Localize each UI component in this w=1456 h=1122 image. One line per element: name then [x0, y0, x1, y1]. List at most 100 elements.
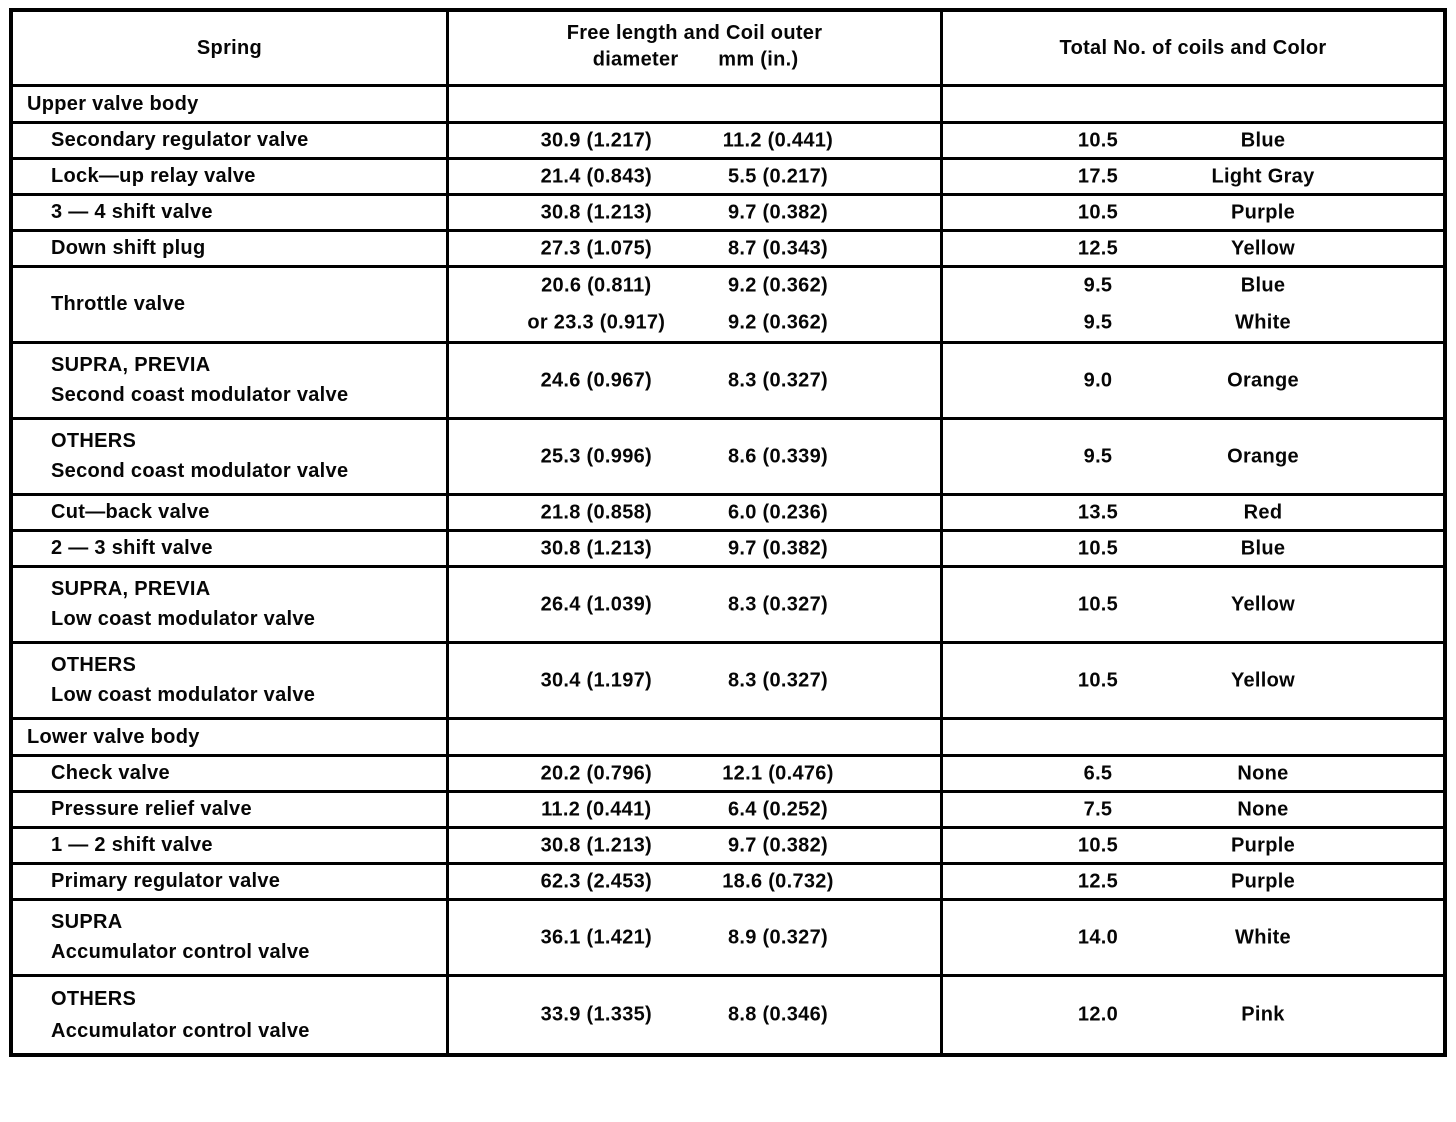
measurement-line: 30.8 (1.213) 9.7 (0.382): [449, 196, 940, 229]
coils-color-line: 6.5 None: [943, 757, 1443, 790]
free-length-diameter-cell: [449, 720, 943, 754]
coil-diameter-value: 8.8 (0.346): [727, 1003, 828, 1026]
coils-color-cell: 9.0 Orange: [943, 344, 1443, 417]
coil-count-value: 6.5: [1083, 762, 1113, 784]
table-row: SUPRA, PREVIA Second coast modulator valv…: [13, 344, 1443, 420]
measurement-line: 20.6 (0.811) 9.2 (0.362): [449, 268, 940, 305]
spring-cell: OTHERS Accumulator control valve: [13, 977, 449, 1053]
spring-name: 3 — 4 shift valve: [51, 201, 213, 223]
free-length-value: 26.4 (1.039): [540, 593, 653, 615]
table-row: OTHERS Second coast modulator valve 25.3 (…: [13, 420, 1443, 496]
spring-cell: Primary regulator valve: [13, 865, 449, 898]
coils-color-line: 10.5 Blue: [943, 532, 1443, 565]
column-header-free-length-line2: diameter mm (in.): [449, 45, 940, 75]
free-length-value: 30.4 (1.197): [540, 669, 653, 691]
section-label: Upper valve body: [27, 92, 199, 115]
free-length-diameter-cell: 20.6 (0.811) 9.2 (0.362) or 23.3 (0.917) 9.…: [449, 268, 943, 341]
measurement-line: 11.2 (0.441) 6.4 (0.252): [449, 793, 940, 826]
free-length-value: 62.3 (2.453): [540, 870, 653, 892]
coils-color-line: 12.0 Pink: [943, 977, 1443, 1053]
table-row: Primary regulator valve 62.3 (2.453) 18.6 …: [13, 865, 1443, 901]
coil-diameter-value: 9.7 (0.382): [727, 834, 828, 856]
coil-diameter-value: 18.6 (0.732): [722, 870, 834, 892]
free-length-value: 20.2 (0.796): [540, 762, 653, 784]
measurement-line: 21.8 (0.858) 6.0 (0.236): [449, 496, 940, 529]
coil-diameter-value: 12.1 (0.476): [722, 762, 834, 784]
spring-name: Cut—back valve: [51, 501, 210, 523]
free-length-diameter-cell: [449, 87, 943, 121]
color-value: Blue: [1240, 274, 1286, 297]
spring-cell: 2 — 3 shift valve: [13, 532, 449, 565]
coils-color-cell: 9.5 Orange: [943, 420, 1443, 493]
measurement-line: 36.1 (1.421) 8.9 (0.327): [449, 901, 940, 974]
free-length-diameter-cell: 30.8 (1.213) 9.7 (0.382): [449, 532, 943, 565]
free-length-value: 30.8 (1.213): [540, 201, 653, 223]
color-value: Orange: [1227, 369, 1299, 391]
coil-diameter-value: 6.0 (0.236): [727, 501, 828, 523]
coils-color-line: 10.5 Yellow: [943, 568, 1443, 641]
free-length-value: 11.2 (0.441): [541, 798, 652, 820]
coil-count-value: 17.5: [1077, 165, 1119, 187]
color-value: Orange: [1227, 445, 1299, 467]
spring-name: Secondary regulator valve: [51, 129, 309, 151]
section-row: Lower valve body: [13, 720, 1443, 757]
table-row: Pressure relief valve 11.2 (0.441) 6.4 (0.…: [13, 793, 1443, 829]
coil-count-value: 10.5: [1077, 669, 1119, 691]
spring-cell: Check valve: [13, 757, 449, 790]
spring-cell: OTHERS Low coast modulator valve: [13, 644, 449, 717]
spring-name: Primary regulator valve: [51, 870, 281, 892]
color-value: Yellow: [1230, 237, 1296, 259]
coils-color-line: 12.5 Purple: [943, 865, 1443, 898]
coils-color-line: 9.5 Blue: [943, 268, 1443, 305]
spring-name: Accumulator control valve: [51, 1019, 310, 1042]
coils-color-cell: 17.5 Light Gray: [943, 160, 1443, 193]
free-length-value: 21.4 (0.843): [540, 165, 653, 187]
coil-count-value: 12.5: [1077, 237, 1119, 259]
spring-name: Down shift plug: [51, 237, 206, 259]
coil-count-value: 9.5: [1083, 445, 1113, 467]
free-length-diameter-cell: 21.4 (0.843) 5.5 (0.217): [449, 160, 943, 193]
coil-count-value: 9.5: [1083, 274, 1113, 297]
spring-spec-table: Spring Free length and Coil outer diamet…: [9, 8, 1447, 1057]
spring-name: Low coast modulator valve: [51, 608, 316, 631]
measurement-line: or 23.3 (0.917) 9.2 (0.362): [449, 305, 940, 342]
color-value: Light Gray: [1211, 165, 1315, 187]
coils-color-line: 12.5 Yellow: [943, 232, 1443, 265]
color-value: Blue: [1240, 129, 1286, 151]
column-header-coils-color: Total No. of coils and Color: [1059, 36, 1327, 59]
free-length-diameter-cell: 30.9 (1.217) 11.2 (0.441): [449, 124, 943, 157]
free-length-value: 24.6 (0.967): [540, 369, 653, 391]
free-length-diameter-cell: 25.3 (0.996) 8.6 (0.339): [449, 420, 943, 493]
coil-diameter-value: 9.2 (0.362): [727, 311, 828, 334]
measurement-line: 30.9 (1.217) 11.2 (0.441): [449, 124, 940, 157]
spring-name: Pressure relief valve: [51, 798, 252, 820]
free-length-value: 27.3 (1.075): [540, 237, 653, 259]
spring-cell: Throttle valve: [13, 268, 449, 341]
coils-color-line: 10.5 Blue: [943, 124, 1443, 157]
spring-cell: Pressure relief valve: [13, 793, 449, 826]
column-header-spring: Spring: [196, 36, 263, 59]
table-row: SUPRA, PREVIA Low coast modulator valve 26…: [13, 568, 1443, 644]
coils-color-cell: 10.5 Yellow: [943, 568, 1443, 641]
color-value: White: [1235, 311, 1291, 334]
free-length-diameter-cell: 30.4 (1.197) 8.3 (0.327): [449, 644, 943, 717]
measurement-line: 33.9 (1.335) 8.8 (0.346): [449, 977, 940, 1053]
color-value: Purple: [1230, 834, 1296, 856]
spring-cell: OTHERS Second coast modulator valve: [13, 420, 449, 493]
spring-name: Lock—up relay valve: [51, 165, 256, 187]
coil-count-value: 14.0: [1077, 926, 1119, 948]
spring-name: Second coast modulator valve: [51, 384, 349, 407]
spring-cell: SUPRA, PREVIA Low coast modulator valve: [13, 568, 449, 641]
coil-diameter-value: 5.5 (0.217): [727, 165, 828, 187]
coil-count-value: 12.5: [1077, 870, 1119, 892]
table-row: Check valve 20.2 (0.796) 12.1 (0.476) 6.5 No…: [13, 757, 1443, 793]
free-length-diameter-cell: 20.2 (0.796) 12.1 (0.476): [449, 757, 943, 790]
color-value: None: [1237, 762, 1289, 784]
spring-cell: Lock—up relay valve: [13, 160, 449, 193]
coils-color-cell: [943, 87, 1443, 121]
free-length-diameter-cell: 21.8 (0.858) 6.0 (0.236): [449, 496, 943, 529]
coils-color-line: 9.5 White: [943, 305, 1443, 342]
coils-color-line: 13.5 Red: [943, 496, 1443, 529]
measurement-line: 21.4 (0.843) 5.5 (0.217): [449, 160, 940, 193]
spring-cell: SUPRA, PREVIA Second coast modulator valv…: [13, 344, 449, 417]
